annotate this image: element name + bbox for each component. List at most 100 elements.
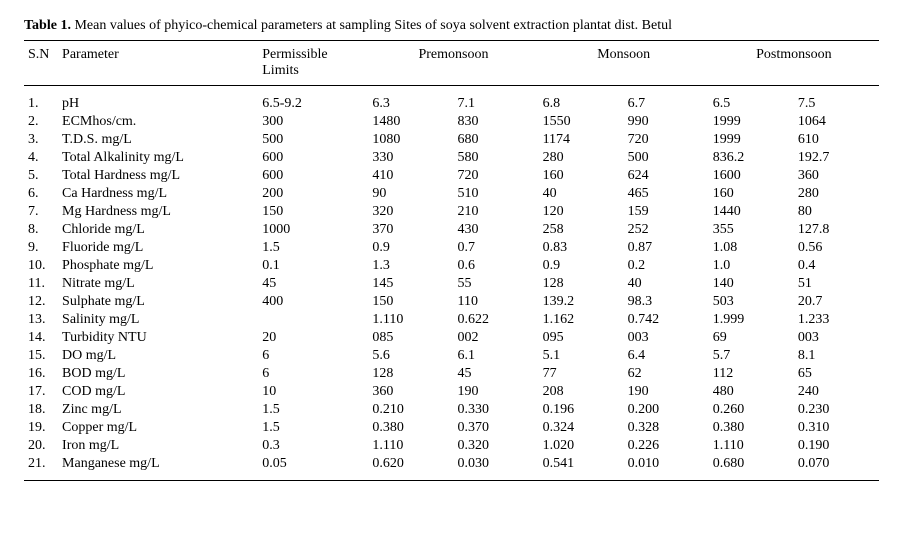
cell-limits: 0.05 (258, 455, 368, 481)
cell-post-b: 610 (794, 131, 879, 149)
cell-post-b: 51 (794, 275, 879, 293)
cell-mon-a: 0.83 (539, 239, 624, 257)
cell-post-b: 7.5 (794, 86, 879, 114)
cell-param: Zinc mg/L (58, 401, 258, 419)
cell-post-b: 1064 (794, 113, 879, 131)
cell-pre-a: 320 (368, 203, 453, 221)
table-row: 18.Zinc mg/L1.50.2100.3300.1960.2000.260… (24, 401, 879, 419)
table-row: 15.DO mg/L65.66.15.16.45.78.1 (24, 347, 879, 365)
cell-mon-a: 77 (539, 365, 624, 383)
col-monsoon: Monsoon (539, 41, 709, 86)
cell-sn: 13. (24, 311, 58, 329)
cell-sn: 18. (24, 401, 58, 419)
cell-param: Salinity mg/L (58, 311, 258, 329)
table-row: 19.Copper mg/L1.50.3800.3700.3240.3280.3… (24, 419, 879, 437)
header-row: S.N Parameter Permissible Limits Premons… (24, 41, 879, 86)
cell-param: Manganese mg/L (58, 455, 258, 481)
cell-param: pH (58, 86, 258, 114)
cell-param: Fluoride mg/L (58, 239, 258, 257)
cell-mon-a: 095 (539, 329, 624, 347)
cell-param: Mg Hardness mg/L (58, 203, 258, 221)
cell-mon-b: 40 (624, 275, 709, 293)
cell-pre-b: 680 (453, 131, 538, 149)
cell-mon-a: 1550 (539, 113, 624, 131)
cell-pre-a: 330 (368, 149, 453, 167)
cell-pre-b: 0.330 (453, 401, 538, 419)
cell-sn: 6. (24, 185, 58, 203)
table-row: 5.Total Hardness mg/L6004107201606241600… (24, 167, 879, 185)
table-body: 1.pH6.5-9.26.37.16.86.76.57.52.ECMhos/cm… (24, 86, 879, 481)
cell-pre-a: 410 (368, 167, 453, 185)
cell-mon-b: 990 (624, 113, 709, 131)
table-caption: Table 1. Mean values of phyico-chemical … (24, 18, 879, 34)
table-row: 17.COD mg/L10360190208190480240 (24, 383, 879, 401)
cell-post-a: 160 (709, 185, 794, 203)
cell-pre-a: 1080 (368, 131, 453, 149)
cell-pre-b: 0.370 (453, 419, 538, 437)
cell-limits: 6.5-9.2 (258, 86, 368, 114)
cell-post-a: 0.680 (709, 455, 794, 481)
cell-mon-a: 0.9 (539, 257, 624, 275)
cell-mon-b: 0.2 (624, 257, 709, 275)
table-row: 6.Ca Hardness mg/L2009051040465160280 (24, 185, 879, 203)
cell-param: Phosphate mg/L (58, 257, 258, 275)
cell-post-b: 003 (794, 329, 879, 347)
cell-mon-b: 465 (624, 185, 709, 203)
cell-pre-a: 0.620 (368, 455, 453, 481)
cell-sn: 1. (24, 86, 58, 114)
cell-post-b: 65 (794, 365, 879, 383)
cell-post-b: 1.233 (794, 311, 879, 329)
cell-sn: 7. (24, 203, 58, 221)
cell-sn: 2. (24, 113, 58, 131)
cell-post-a: 1600 (709, 167, 794, 185)
cell-mon-a: 1.020 (539, 437, 624, 455)
cell-post-a: 112 (709, 365, 794, 383)
cell-mon-b: 190 (624, 383, 709, 401)
cell-pre-a: 90 (368, 185, 453, 203)
cell-pre-a: 1.3 (368, 257, 453, 275)
table-row: 8.Chloride mg/L1000370430258252355127.8 (24, 221, 879, 239)
table-row: 4.Total Alkalinity mg/L60033058028050083… (24, 149, 879, 167)
cell-post-b: 0.070 (794, 455, 879, 481)
cell-pre-b: 55 (453, 275, 538, 293)
cell-pre-b: 0.320 (453, 437, 538, 455)
cell-pre-a: 360 (368, 383, 453, 401)
cell-sn: 4. (24, 149, 58, 167)
cell-param: Total Alkalinity mg/L (58, 149, 258, 167)
table-row: 10.Phosphate mg/L0.11.30.60.90.21.00.4 (24, 257, 879, 275)
cell-post-a: 1440 (709, 203, 794, 221)
cell-sn: 17. (24, 383, 58, 401)
cell-post-b: 280 (794, 185, 879, 203)
cell-mon-b: 0.742 (624, 311, 709, 329)
cell-pre-b: 110 (453, 293, 538, 311)
cell-post-b: 20.7 (794, 293, 879, 311)
cell-limits: 400 (258, 293, 368, 311)
cell-mon-b: 0.87 (624, 239, 709, 257)
cell-post-b: 80 (794, 203, 879, 221)
cell-mon-b: 159 (624, 203, 709, 221)
cell-param: Copper mg/L (58, 419, 258, 437)
table-row: 3.T.D.S. mg/L500108068011747201999610 (24, 131, 879, 149)
cell-mon-a: 208 (539, 383, 624, 401)
cell-sn: 11. (24, 275, 58, 293)
cell-pre-a: 1480 (368, 113, 453, 131)
cell-sn: 5. (24, 167, 58, 185)
cell-pre-a: 0.210 (368, 401, 453, 419)
cell-sn: 14. (24, 329, 58, 347)
cell-mon-a: 6.8 (539, 86, 624, 114)
cell-post-a: 836.2 (709, 149, 794, 167)
cell-pre-b: 0.622 (453, 311, 538, 329)
cell-post-a: 1.0 (709, 257, 794, 275)
cell-post-a: 5.7 (709, 347, 794, 365)
cell-sn: 15. (24, 347, 58, 365)
table-row: 12.Sulphate mg/L400150110139.298.350320.… (24, 293, 879, 311)
cell-pre-a: 0.380 (368, 419, 453, 437)
cell-post-b: 0.190 (794, 437, 879, 455)
cell-post-b: 127.8 (794, 221, 879, 239)
cell-param: Chloride mg/L (58, 221, 258, 239)
cell-post-b: 0.56 (794, 239, 879, 257)
cell-pre-b: 580 (453, 149, 538, 167)
cell-post-a: 1.110 (709, 437, 794, 455)
cell-pre-a: 085 (368, 329, 453, 347)
cell-param: Ca Hardness mg/L (58, 185, 258, 203)
